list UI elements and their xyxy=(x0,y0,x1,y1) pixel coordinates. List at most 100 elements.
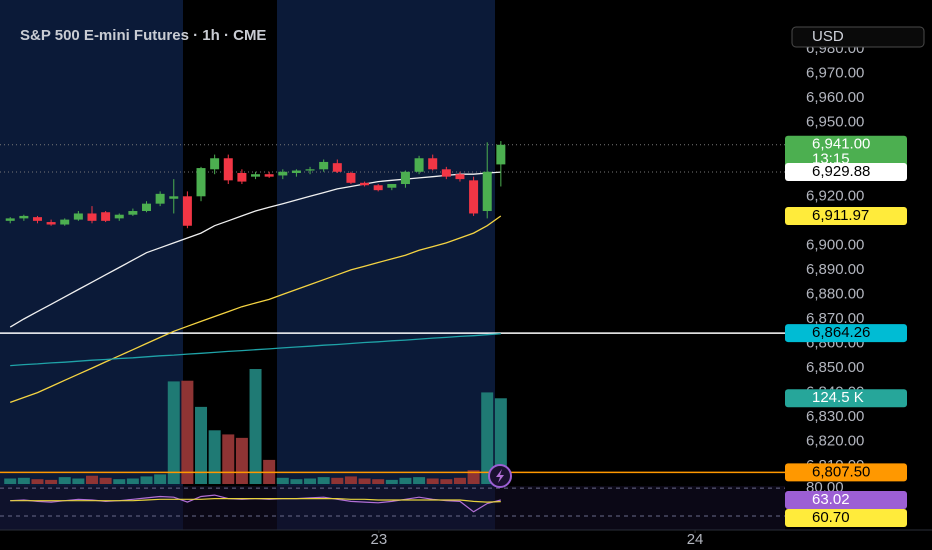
session-shade xyxy=(277,0,495,530)
candle-body xyxy=(182,196,192,226)
volume-bar xyxy=(31,479,44,484)
candle-body xyxy=(496,144,506,165)
y-tick-label: 6,850.00 xyxy=(806,359,864,376)
currency-label[interactable]: USD xyxy=(812,28,844,45)
y-tick-label: 6,870.00 xyxy=(806,310,864,327)
volume-bar xyxy=(385,479,398,484)
volume-bar xyxy=(72,478,85,484)
volume-badge-label: 124.5 K xyxy=(812,389,864,406)
session-shade xyxy=(0,0,183,530)
rsi-badge xyxy=(785,508,907,527)
volume-badge xyxy=(785,389,907,408)
volume-bar xyxy=(331,477,344,484)
y-tick-label: 6,820.00 xyxy=(806,433,864,450)
moving-average xyxy=(9,215,502,404)
volume-bar xyxy=(4,478,17,484)
candle-body xyxy=(128,211,138,215)
volume-bar xyxy=(290,479,303,484)
y-tick-label: 6,970.00 xyxy=(806,65,864,82)
rsi-badge xyxy=(785,490,907,509)
volume-bar xyxy=(317,477,330,484)
volume-bar xyxy=(208,430,221,484)
volume-bar xyxy=(304,478,317,484)
y-tick-label: 6,830.00 xyxy=(806,408,864,425)
volume-bar xyxy=(276,477,289,484)
volume-bar xyxy=(453,477,466,484)
volume-bar xyxy=(399,477,412,484)
rsi-line xyxy=(10,498,501,503)
candle-body xyxy=(5,218,15,221)
volume-bar xyxy=(494,398,507,484)
volume-bar xyxy=(181,380,194,484)
candle-body xyxy=(101,212,111,221)
price-badge xyxy=(785,163,907,182)
candle-body xyxy=(32,217,42,221)
volume-bar xyxy=(249,369,262,484)
candle-body xyxy=(19,215,29,219)
volume-bar xyxy=(45,479,58,484)
candle-body xyxy=(373,185,383,191)
volume-bar xyxy=(126,478,139,484)
rsi-badge-label: 60.70 xyxy=(812,509,850,526)
volume-bar xyxy=(481,392,494,484)
price-badge xyxy=(785,324,907,343)
candle-body xyxy=(264,174,274,177)
moving-average xyxy=(10,333,501,367)
volume-bar xyxy=(113,479,126,484)
rsi-badge-label: 63.02 xyxy=(812,491,850,508)
price-badge-label: 6,929.88 xyxy=(812,163,870,180)
candle-body xyxy=(305,169,315,171)
x-tick-label: 23 xyxy=(371,531,388,548)
y-tick-label: 6,920.00 xyxy=(806,187,864,204)
volume-bar xyxy=(167,381,180,484)
price-badge-label: 6,941.00 xyxy=(812,136,870,153)
price-badge xyxy=(785,463,907,482)
candle-body xyxy=(87,213,97,221)
candle-body xyxy=(455,174,465,180)
y-tick-label: 6,880.00 xyxy=(806,285,864,302)
volume-bar xyxy=(154,474,167,484)
volume-bar xyxy=(426,478,439,484)
candle-body xyxy=(223,158,233,181)
candle-body xyxy=(73,213,83,220)
rsi-panel xyxy=(0,486,785,530)
chart-title: S&P 500 E-mini Futures · 1h · CME xyxy=(20,27,266,44)
volume-bar xyxy=(222,434,235,484)
moving-average xyxy=(9,171,501,328)
candle-body xyxy=(210,158,220,170)
candle-body xyxy=(155,193,165,204)
volume-bar xyxy=(195,406,208,484)
volume-bar xyxy=(140,476,153,484)
badge-layer: 6,941.0013:156,929.886,911.976,864.266,8… xyxy=(785,136,907,527)
price-badge-label: 6,911.97 xyxy=(812,207,869,224)
alert-button[interactable] xyxy=(488,464,512,488)
price-badge xyxy=(785,135,907,170)
volume-bar xyxy=(358,478,371,484)
candle-body xyxy=(387,184,397,188)
candle-body xyxy=(46,222,56,225)
volume-bar xyxy=(372,479,385,484)
candle-body xyxy=(482,171,492,212)
volume-bar xyxy=(17,477,30,484)
alert-icon[interactable] xyxy=(496,469,504,483)
volume-bar xyxy=(235,437,248,484)
y-tick-label: 6,960.00 xyxy=(806,89,864,106)
volume-bar xyxy=(58,477,71,484)
candle-body xyxy=(469,180,479,214)
candle-body xyxy=(291,170,301,173)
volume-bar xyxy=(99,477,112,484)
candle-body xyxy=(332,163,342,172)
candle-body xyxy=(237,172,247,182)
candle-body xyxy=(360,182,370,186)
candle-body xyxy=(251,174,261,177)
marks-layer xyxy=(0,141,785,513)
price-badge xyxy=(785,206,907,225)
candle-body xyxy=(400,171,410,185)
volume-bar xyxy=(440,479,453,484)
currency-button[interactable] xyxy=(791,26,925,48)
candle-body xyxy=(114,214,124,219)
volume-bar xyxy=(467,470,480,484)
volume-bar xyxy=(413,477,426,484)
